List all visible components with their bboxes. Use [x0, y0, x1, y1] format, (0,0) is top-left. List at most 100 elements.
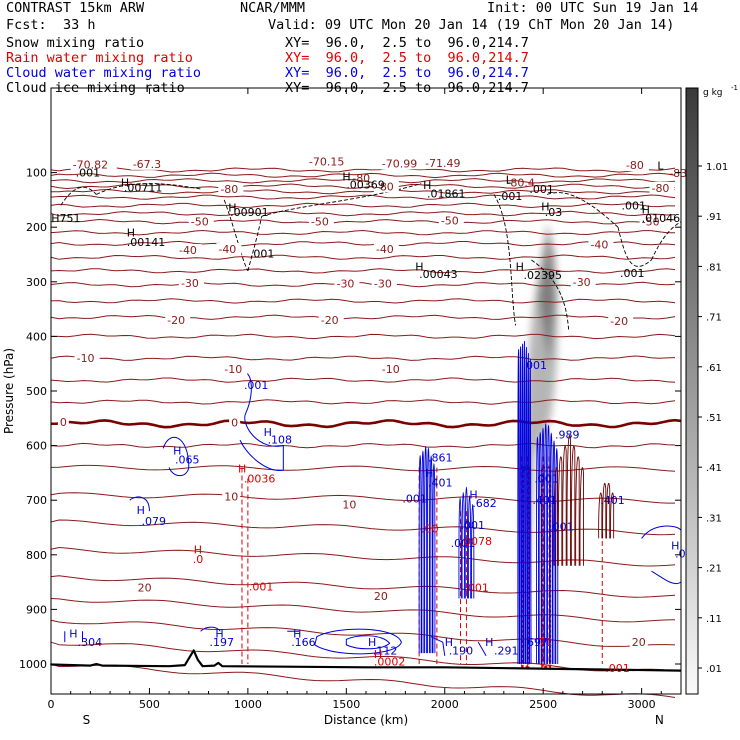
extremum-label: .0002 [374, 655, 406, 668]
isotherm-label-bg [423, 156, 470, 169]
model-title: CONTRAST 15km ARW [6, 0, 145, 16]
isotherm-label: -10 [382, 363, 400, 376]
extremum-label: -80 [352, 172, 370, 185]
extremum-label: H [642, 204, 650, 217]
isotherm-line [50, 547, 676, 567]
extremum-label: .001 [622, 199, 647, 212]
field-label-snow: Snow mixing ratio [6, 35, 145, 51]
extremum-label: H [425, 467, 433, 480]
isotherm-label-bg [608, 315, 634, 328]
extremum-label: .0036 [244, 472, 276, 485]
extremum-label: .065 [175, 453, 200, 466]
cloud-cell-2400km [517, 349, 520, 665]
north-end-label: N [655, 713, 664, 727]
cloud-water-contours [64, 340, 682, 665]
cloud-ice-contour [546, 192, 619, 228]
extremum-label: .001 [464, 582, 489, 595]
isotherm-label-bg [218, 182, 244, 195]
cloud-cell-2520km [547, 424, 550, 665]
contour-labels: -70.82 -67.3 -70.15 -70.99 -71.49 -80 -80 -80 -8… [51, 155, 698, 675]
isotherm-label: -80 [220, 183, 238, 196]
extremum-label: .697 [524, 636, 549, 649]
isotherm-line [50, 230, 675, 236]
cloud-cell-2520km [536, 436, 539, 665]
extremum-label: H [342, 170, 350, 183]
isotherm-label-bg [165, 314, 191, 327]
snow-cell-contour [602, 482, 607, 539]
isotherm-label-bg [135, 581, 154, 594]
isotherm-label-bg [623, 158, 649, 171]
isotherm-label-bg [222, 490, 241, 503]
isotherm-label-bg [570, 275, 596, 288]
cloud-water-contour-east-low [651, 570, 682, 584]
field-label-cloud-water: Cloud water mixing ratio [6, 65, 202, 81]
isotherm-label-bg [373, 243, 399, 256]
isotherm-label: -71.49 [425, 157, 460, 170]
extremum-label: .001 [620, 267, 645, 280]
isotherm-label: 0 [60, 416, 67, 429]
extremum-label: .001 [605, 662, 630, 675]
isotherm-label-bg [588, 238, 614, 251]
cloud-ice-contour [261, 183, 422, 217]
extremum-label: .00 [421, 523, 439, 536]
y-tick-label: 100 [26, 167, 47, 180]
extremum-label: L [506, 174, 513, 187]
isotherm-label-bg [176, 244, 202, 257]
extremum-label: H751 [51, 212, 80, 225]
isotherm-line [51, 333, 676, 340]
extremum-label: H [121, 176, 129, 189]
cloud-cell-1900km [418, 454, 422, 654]
isotherm-line [50, 575, 676, 598]
extremum-label: L [657, 160, 664, 173]
colorbar-tick-label: .51 [706, 413, 722, 424]
cloud-ice-contour [60, 186, 97, 206]
isotherm-label: 20 [632, 636, 646, 649]
colorbar-tick-label: .61 [706, 363, 722, 374]
y-axis-label: Pressure (hPa) [2, 348, 16, 434]
x-tick-label: 2500 [529, 698, 557, 711]
cloud-cell-1900km [421, 450, 425, 654]
isotherm-line [50, 399, 676, 405]
extremum-label: .989 [555, 429, 580, 442]
cloud-cell-1900km [432, 463, 436, 654]
cloud-cell-2400km [529, 358, 532, 665]
cloud-cell-1900km [429, 455, 433, 654]
cloud-cell-2100km [467, 495, 472, 599]
extremum-label: .00901 [230, 206, 269, 219]
cloud-ice-contour [617, 227, 652, 267]
isotherm-label-bg [649, 181, 675, 194]
isotherm-line [50, 240, 676, 247]
extremum-label: H [516, 261, 524, 274]
isotherm-label: -70.82 [73, 158, 108, 171]
y-tick-label: 300 [26, 276, 47, 289]
colorbar-tick-label: .81 [706, 262, 722, 273]
snow-cell-contour [610, 492, 615, 539]
isotherm-label: -50 [191, 216, 209, 229]
extremum-label: .401 [428, 477, 453, 490]
colorbar-tick-label: .71 [706, 313, 722, 324]
cloud-water-contour [237, 371, 284, 471]
extremum-label: H [137, 504, 145, 517]
extremum-label: H [469, 489, 477, 502]
isotherm-label-bg [373, 180, 399, 193]
isotherm-label: -80 [626, 159, 644, 172]
extremum-label: .01046 [642, 212, 681, 225]
isotherm-label: -70.15 [309, 156, 344, 169]
x-tick-label: 1500 [332, 698, 360, 711]
cloud-ice-contour [96, 183, 201, 195]
isotherm-line [50, 183, 676, 189]
isotherm-label-bg [222, 363, 248, 376]
extremum-label: .001 [76, 167, 101, 180]
extremum-label: .304 [78, 636, 103, 649]
snow-cell-contour [553, 467, 558, 566]
cloud-water-contour [64, 631, 83, 643]
isotherm-label-bg [371, 277, 397, 290]
cloud-cell-2100km [464, 486, 469, 599]
cloud-water-contour [129, 496, 150, 512]
extremum-label: H [445, 636, 453, 649]
cloud-ice-contour [493, 194, 517, 326]
isotherm-label: 10 [342, 499, 356, 512]
isotherm-label: -50 [441, 215, 459, 228]
extremum-label: -80.4 [506, 176, 534, 189]
isotherm-label-bg [438, 214, 464, 227]
